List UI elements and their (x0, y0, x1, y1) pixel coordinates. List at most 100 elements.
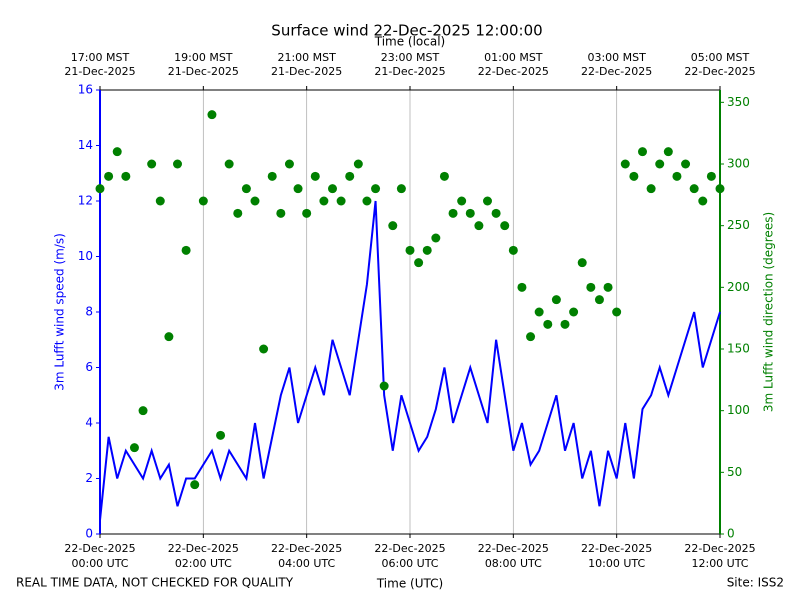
y-tick-label: 4 (85, 416, 93, 430)
top-tick-label: 03:00 MST 22-Dec-2025 (581, 51, 652, 78)
y-axis-label: 3m Lufft wind speed (m/s) (53, 233, 67, 391)
direction-point (543, 319, 553, 329)
direction-point (414, 258, 424, 268)
direction-point (439, 171, 449, 181)
direction-point (663, 147, 673, 157)
direction-point (138, 406, 148, 416)
direction-point (457, 196, 467, 206)
direction-point (681, 159, 691, 169)
direction-point (526, 332, 536, 342)
direction-point (233, 208, 243, 218)
direction-point (483, 196, 492, 206)
direction-point (284, 159, 294, 169)
direction-point (310, 171, 320, 181)
y2-tick-label: 150 (727, 342, 750, 356)
direction-point (655, 159, 665, 169)
direction-point (198, 196, 208, 206)
top-tick-label: 23:00 MST 21-Dec-2025 (374, 51, 445, 78)
direction-point (638, 147, 647, 157)
y-tick-label: 2 (85, 471, 93, 485)
direction-point (207, 110, 217, 120)
direction-point (422, 245, 432, 255)
y2-tick-label: 0 (727, 527, 735, 541)
footer-left: REAL TIME DATA, NOT CHECKED FOR QUALITY (16, 576, 294, 590)
direction-point (405, 245, 415, 255)
direction-point (508, 245, 518, 255)
direction-point (345, 171, 355, 181)
direction-point (181, 245, 191, 255)
direction-point (620, 159, 630, 169)
direction-point (267, 171, 277, 181)
direction-point (164, 332, 174, 342)
direction-point (302, 208, 312, 218)
direction-point (560, 319, 570, 329)
direction-point (173, 159, 182, 169)
direction-point (328, 184, 337, 194)
direction-point (379, 381, 389, 391)
y-tick-label: 10 (78, 249, 93, 263)
direction-point (698, 196, 708, 206)
direction-point (448, 208, 458, 218)
direction-point (353, 159, 363, 169)
top-axis-label: Time (local) (374, 35, 446, 49)
direction-point (534, 307, 544, 317)
direction-point (603, 282, 613, 292)
direction-point (319, 196, 329, 206)
direction-point (155, 196, 165, 206)
x-tick-label: 22-Dec-2025 12:00 UTC (684, 542, 755, 570)
direction-point (224, 159, 234, 169)
direction-point (216, 430, 226, 440)
top-tick-label: 01:00 MST 22-Dec-2025 (478, 51, 549, 78)
direction-point (250, 196, 260, 206)
direction-point (465, 208, 475, 218)
direction-point (259, 344, 269, 354)
direction-point (396, 184, 406, 194)
y2-tick-label: 100 (727, 403, 750, 417)
y2-tick-label: 200 (727, 280, 750, 294)
direction-point (104, 171, 114, 181)
top-tick-label: 17:00 MST 21-Dec-2025 (64, 51, 135, 78)
y-tick-label: 14 (78, 138, 93, 152)
direction-point (689, 184, 699, 194)
x-axis-label: Time (UTC) (376, 577, 443, 591)
direction-point (569, 307, 579, 317)
direction-point (95, 184, 105, 194)
x-tick-label: 22-Dec-2025 04:00 UTC (271, 542, 342, 570)
x-tick-label: 22-Dec-2025 06:00 UTC (374, 542, 445, 570)
direction-point (388, 221, 398, 231)
direction-point (121, 171, 131, 181)
y2-tick-label: 300 (727, 157, 750, 171)
y-tick-label: 12 (78, 194, 93, 208)
direction-point (491, 208, 501, 218)
y-tick-label: 0 (85, 527, 93, 541)
y2-axis-label: 3m Lufft wind direction (degrees) (762, 212, 776, 412)
y-tick-label: 8 (85, 305, 93, 319)
direction-point (551, 295, 561, 305)
direction-point (190, 480, 200, 490)
direction-point (500, 221, 510, 231)
direction-point (715, 184, 725, 194)
direction-point (336, 196, 346, 206)
top-tick-label: 19:00 MST 21-Dec-2025 (168, 51, 239, 78)
direction-point (594, 295, 604, 305)
y2-tick-label: 50 (727, 465, 742, 479)
x-tick-label: 22-Dec-2025 10:00 UTC (581, 542, 652, 570)
x-tick-label: 22-Dec-2025 08:00 UTC (478, 542, 549, 570)
x-tick-label: 22-Dec-2025 00:00 UTC (64, 542, 135, 570)
y-tick-label: 6 (85, 360, 93, 374)
direction-point (112, 147, 122, 157)
direction-point (517, 282, 527, 292)
y2-tick-label: 350 (727, 95, 750, 109)
direction-point (672, 171, 682, 181)
direction-point (577, 258, 587, 268)
speed-line (99, 200, 721, 521)
direction-point (474, 221, 484, 231)
top-tick-label: 05:00 MST 22-Dec-2025 (684, 51, 755, 78)
direction-point (362, 196, 372, 206)
direction-point (276, 208, 286, 218)
direction-point (586, 282, 596, 292)
direction-point (147, 159, 157, 169)
direction-point (612, 307, 622, 317)
direction-point (371, 184, 381, 194)
